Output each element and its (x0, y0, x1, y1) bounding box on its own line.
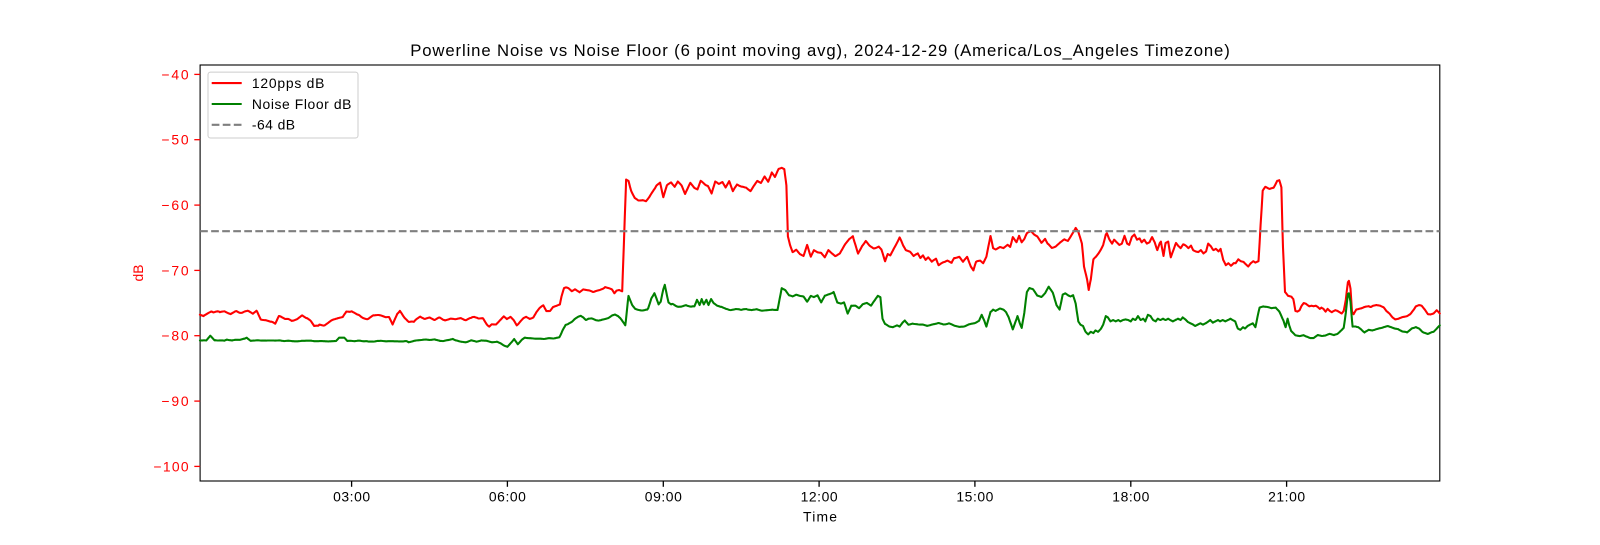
svg-text:06:00: 06:00 (489, 489, 526, 505)
svg-text:120pps dB: 120pps dB (252, 75, 325, 91)
svg-text:−90: −90 (161, 393, 188, 409)
svg-text:18:00: 18:00 (1112, 489, 1149, 505)
svg-text:−40: −40 (161, 66, 188, 82)
svg-text:09:00: 09:00 (645, 489, 682, 505)
svg-text:-64 dB: -64 dB (252, 117, 295, 133)
svg-text:12:00: 12:00 (801, 489, 838, 505)
svg-text:−70: −70 (161, 262, 188, 278)
svg-text:15:00: 15:00 (956, 489, 993, 505)
svg-text:−50: −50 (161, 132, 188, 148)
svg-text:03:00: 03:00 (333, 489, 370, 505)
svg-text:dB: dB (130, 265, 146, 282)
svg-text:Time: Time (803, 509, 837, 525)
svg-text:21:00: 21:00 (1268, 489, 1305, 505)
svg-text:−60: −60 (161, 197, 188, 213)
svg-text:−80: −80 (161, 328, 188, 344)
svg-text:Noise Floor dB: Noise Floor dB (252, 96, 352, 112)
svg-text:−100: −100 (153, 458, 188, 474)
svg-text:Powerline Noise vs Noise Floor: Powerline Noise vs Noise Floor (6 point … (410, 41, 1230, 60)
